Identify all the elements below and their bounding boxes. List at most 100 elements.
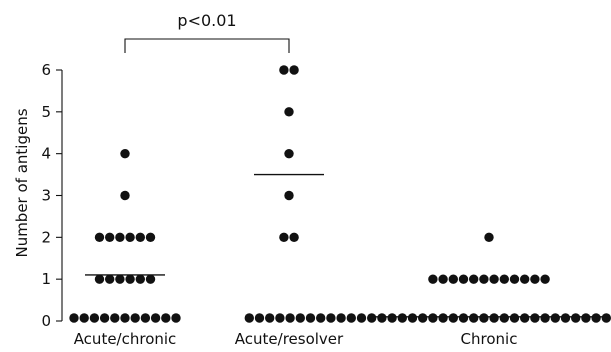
y-tick-label: 6 <box>41 61 51 79</box>
data-point <box>69 313 79 323</box>
data-point <box>479 274 489 284</box>
data-point <box>540 274 550 284</box>
y-tick-label: 4 <box>41 145 51 163</box>
data-point <box>295 313 305 323</box>
data-point <box>509 313 520 323</box>
data-point <box>289 232 299 243</box>
data-point <box>125 232 135 243</box>
data-point <box>110 313 120 323</box>
significance-bracket <box>124 38 290 53</box>
y-tick-label: 0 <box>41 312 51 330</box>
data-point <box>130 313 140 323</box>
data-point <box>591 313 601 323</box>
data-point <box>145 232 156 243</box>
y-tick-label: 2 <box>41 228 51 246</box>
data-point <box>279 232 289 243</box>
data-point <box>550 313 560 323</box>
data-point <box>275 313 285 323</box>
p-value-label: p<0.01 <box>177 11 236 30</box>
data-point <box>530 274 540 284</box>
data-point <box>367 313 377 323</box>
data-point <box>448 274 458 284</box>
y-tick-label: 3 <box>41 187 51 205</box>
x-category-label: Acute/resolver <box>235 330 344 348</box>
data-points <box>69 65 611 323</box>
data-point <box>581 313 591 323</box>
data-point <box>438 313 448 323</box>
significance-annotation: p<0.01 <box>124 11 290 53</box>
data-point <box>105 232 115 243</box>
data-point <box>285 313 295 323</box>
data-point <box>105 274 115 284</box>
data-point <box>79 313 89 323</box>
data-point <box>448 313 458 323</box>
data-point <box>284 190 294 201</box>
data-point <box>316 313 326 323</box>
data-point <box>571 313 581 323</box>
data-point <box>520 313 530 323</box>
data-point <box>120 190 130 201</box>
data-point <box>326 313 336 323</box>
data-point <box>407 313 418 323</box>
data-point <box>135 274 145 284</box>
data-point <box>94 274 105 284</box>
data-point <box>469 274 479 284</box>
data-point <box>428 274 438 284</box>
data-point <box>601 313 611 323</box>
data-point <box>540 313 550 323</box>
y-tick-label: 1 <box>41 270 51 288</box>
x-category-label: Chronic <box>461 330 518 348</box>
data-point <box>509 274 520 284</box>
data-point <box>469 313 479 323</box>
data-point <box>161 313 171 323</box>
data-point <box>265 313 275 323</box>
data-point <box>418 313 428 323</box>
data-point <box>560 313 571 323</box>
x-category-label: Acute/chronic <box>74 330 177 348</box>
data-point <box>458 313 469 323</box>
data-point <box>89 313 100 323</box>
y-axis-title: Number of antigens <box>13 108 31 257</box>
median-lines <box>85 173 604 318</box>
data-point <box>125 274 135 284</box>
data-point <box>145 274 156 284</box>
data-point <box>284 107 294 117</box>
data-point <box>479 313 489 323</box>
data-point <box>520 274 530 284</box>
data-point <box>254 313 265 323</box>
data-point <box>244 313 254 323</box>
data-point <box>397 313 407 323</box>
data-point <box>115 274 125 284</box>
data-point <box>171 313 181 323</box>
x-axis-category-labels: Acute/chronic Acute/resolver Chronic <box>74 330 518 348</box>
data-point <box>438 274 448 284</box>
data-point <box>120 148 130 159</box>
data-point <box>356 313 367 323</box>
data-point <box>346 313 356 323</box>
data-point <box>499 313 509 323</box>
data-point <box>530 313 540 323</box>
data-point <box>458 274 469 284</box>
data-point <box>387 313 397 323</box>
data-point <box>279 65 289 75</box>
data-point <box>489 274 499 284</box>
data-point <box>305 313 316 323</box>
data-point <box>150 313 161 323</box>
data-point <box>289 65 299 75</box>
data-point <box>499 274 509 284</box>
data-point <box>336 313 346 323</box>
data-point <box>377 313 387 323</box>
data-point <box>140 313 151 323</box>
y-tick-label: 5 <box>41 103 51 121</box>
data-point <box>484 232 494 243</box>
data-point <box>120 313 130 323</box>
data-point <box>115 232 125 243</box>
data-point <box>99 313 110 323</box>
y-axis: 0 1 2 3 4 5 6 <box>41 61 63 330</box>
data-point <box>135 232 145 243</box>
data-point <box>284 148 294 159</box>
data-point <box>428 313 438 323</box>
data-point <box>489 313 499 323</box>
data-point <box>94 232 105 243</box>
